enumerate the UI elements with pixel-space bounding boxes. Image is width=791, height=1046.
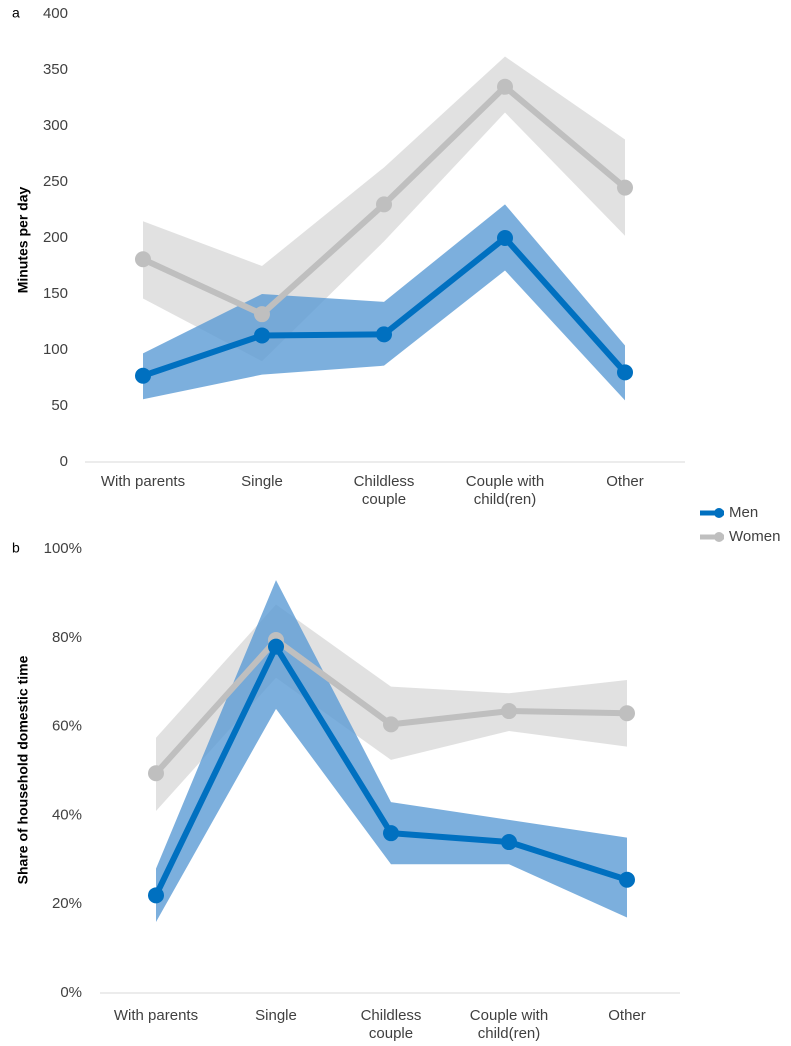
panel-label: b [12, 540, 20, 556]
point [497, 230, 513, 246]
y-tick-label: 40% [52, 806, 82, 823]
point [617, 364, 633, 381]
x-tick-label: Single [255, 1007, 297, 1024]
y-tick-label: 0% [60, 984, 82, 1001]
y-tick-label: 200 [43, 229, 68, 246]
point [376, 196, 392, 213]
legend-label: Men [729, 504, 758, 521]
x-tick-label: Couple with child(ren) [465, 473, 545, 508]
legend-swatch [714, 532, 724, 542]
y-tick-label: 250 [43, 173, 68, 190]
x-tick-label: Childless couple [360, 1007, 422, 1042]
point [501, 703, 517, 720]
point [383, 825, 399, 842]
point [619, 705, 635, 722]
point [148, 887, 164, 904]
x-tick-label: With parents [113, 1007, 199, 1024]
y-tick-label: 50 [51, 397, 68, 414]
y-tick-label: 400 [43, 5, 68, 22]
point [383, 716, 399, 733]
y-tick-label: 100 [43, 341, 68, 358]
y-tick-label: 0 [60, 453, 68, 470]
point [376, 326, 392, 343]
point [148, 765, 164, 782]
x-tick-label: With parents [100, 473, 186, 490]
x-tick-label: Other [606, 473, 644, 490]
y-tick-label: 60% [52, 718, 82, 735]
y-tick-label: 100% [44, 540, 82, 557]
point [501, 834, 517, 851]
point [254, 306, 270, 323]
point [619, 871, 635, 888]
x-tick-label: Single [241, 473, 283, 490]
panel-label: a [12, 5, 20, 21]
y-tick-label: 20% [52, 895, 82, 912]
x-tick-label: Couple with child(ren) [469, 1007, 549, 1042]
legend-swatch [714, 508, 724, 518]
y-axis-title: Minutes per day [15, 187, 31, 294]
legend-label: Women [729, 528, 780, 545]
x-tick-label: Childless couple [353, 473, 415, 508]
y-tick-label: 300 [43, 117, 68, 134]
point [135, 251, 151, 268]
point [497, 78, 513, 95]
y-axis-title: Share of household domestic time [15, 655, 31, 884]
y-tick-label: 80% [52, 629, 82, 646]
x-tick-label: Other [608, 1007, 646, 1024]
point [254, 327, 270, 344]
confidence-band [143, 204, 625, 401]
point [617, 179, 633, 196]
y-tick-label: 150 [43, 285, 68, 302]
y-tick-label: 350 [43, 61, 68, 78]
point [135, 367, 151, 384]
point [268, 638, 284, 655]
